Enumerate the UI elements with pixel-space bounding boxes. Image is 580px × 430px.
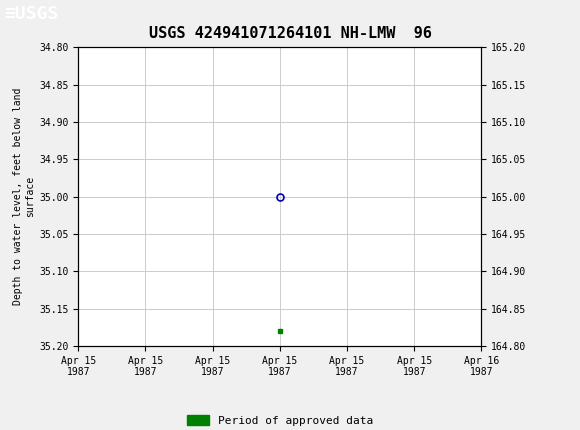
Text: USGS 424941071264101 NH-LMW  96: USGS 424941071264101 NH-LMW 96 <box>148 26 432 41</box>
Y-axis label: Depth to water level, feet below land
surface: Depth to water level, feet below land su… <box>13 88 35 305</box>
Legend: Period of approved data: Period of approved data <box>182 411 378 430</box>
Text: ≡USGS: ≡USGS <box>5 5 59 23</box>
